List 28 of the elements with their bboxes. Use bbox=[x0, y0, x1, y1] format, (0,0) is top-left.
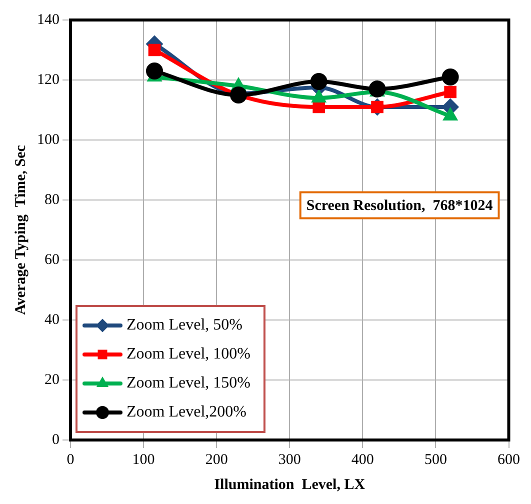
x-tick-label: 400 bbox=[351, 452, 374, 468]
legend-label: Zoom Level, 50% bbox=[126, 316, 242, 334]
x-axis-title: Illumination Level, LX bbox=[214, 476, 366, 493]
y-tick-label: 40 bbox=[44, 312, 60, 328]
legend-label: Zoom Level,200% bbox=[126, 404, 246, 421]
y-tick-label: 100 bbox=[37, 132, 60, 148]
point bbox=[146, 62, 163, 80]
legend-label: Zoom Level, 100% bbox=[126, 346, 250, 363]
annotation: Screen Resolution, 768*1024 bbox=[306, 198, 494, 214]
y-tick-label: 60 bbox=[44, 252, 60, 268]
point bbox=[148, 44, 161, 56]
y-tick-label: 80 bbox=[44, 192, 60, 208]
legend-label: Zoom Level, 150% bbox=[126, 374, 250, 392]
x-tick-label: 0 bbox=[66, 452, 74, 468]
y-tick-label: 120 bbox=[37, 72, 60, 88]
x-tick-label: 200 bbox=[205, 452, 228, 468]
x-tick-label: 500 bbox=[424, 452, 447, 468]
point bbox=[444, 86, 456, 98]
x-tick-label: 300 bbox=[278, 452, 301, 468]
y-tick-label: 140 bbox=[37, 12, 60, 28]
y-tick-label: 0 bbox=[52, 432, 60, 448]
y-tick-label: 20 bbox=[44, 372, 60, 388]
x-tick-label: 100 bbox=[132, 452, 155, 468]
y-axis-title: Average Typing Time, Sec bbox=[12, 144, 29, 315]
x-tick-label: 600 bbox=[498, 452, 520, 468]
point bbox=[368, 80, 386, 98]
point bbox=[442, 68, 459, 86]
point bbox=[310, 73, 328, 90]
